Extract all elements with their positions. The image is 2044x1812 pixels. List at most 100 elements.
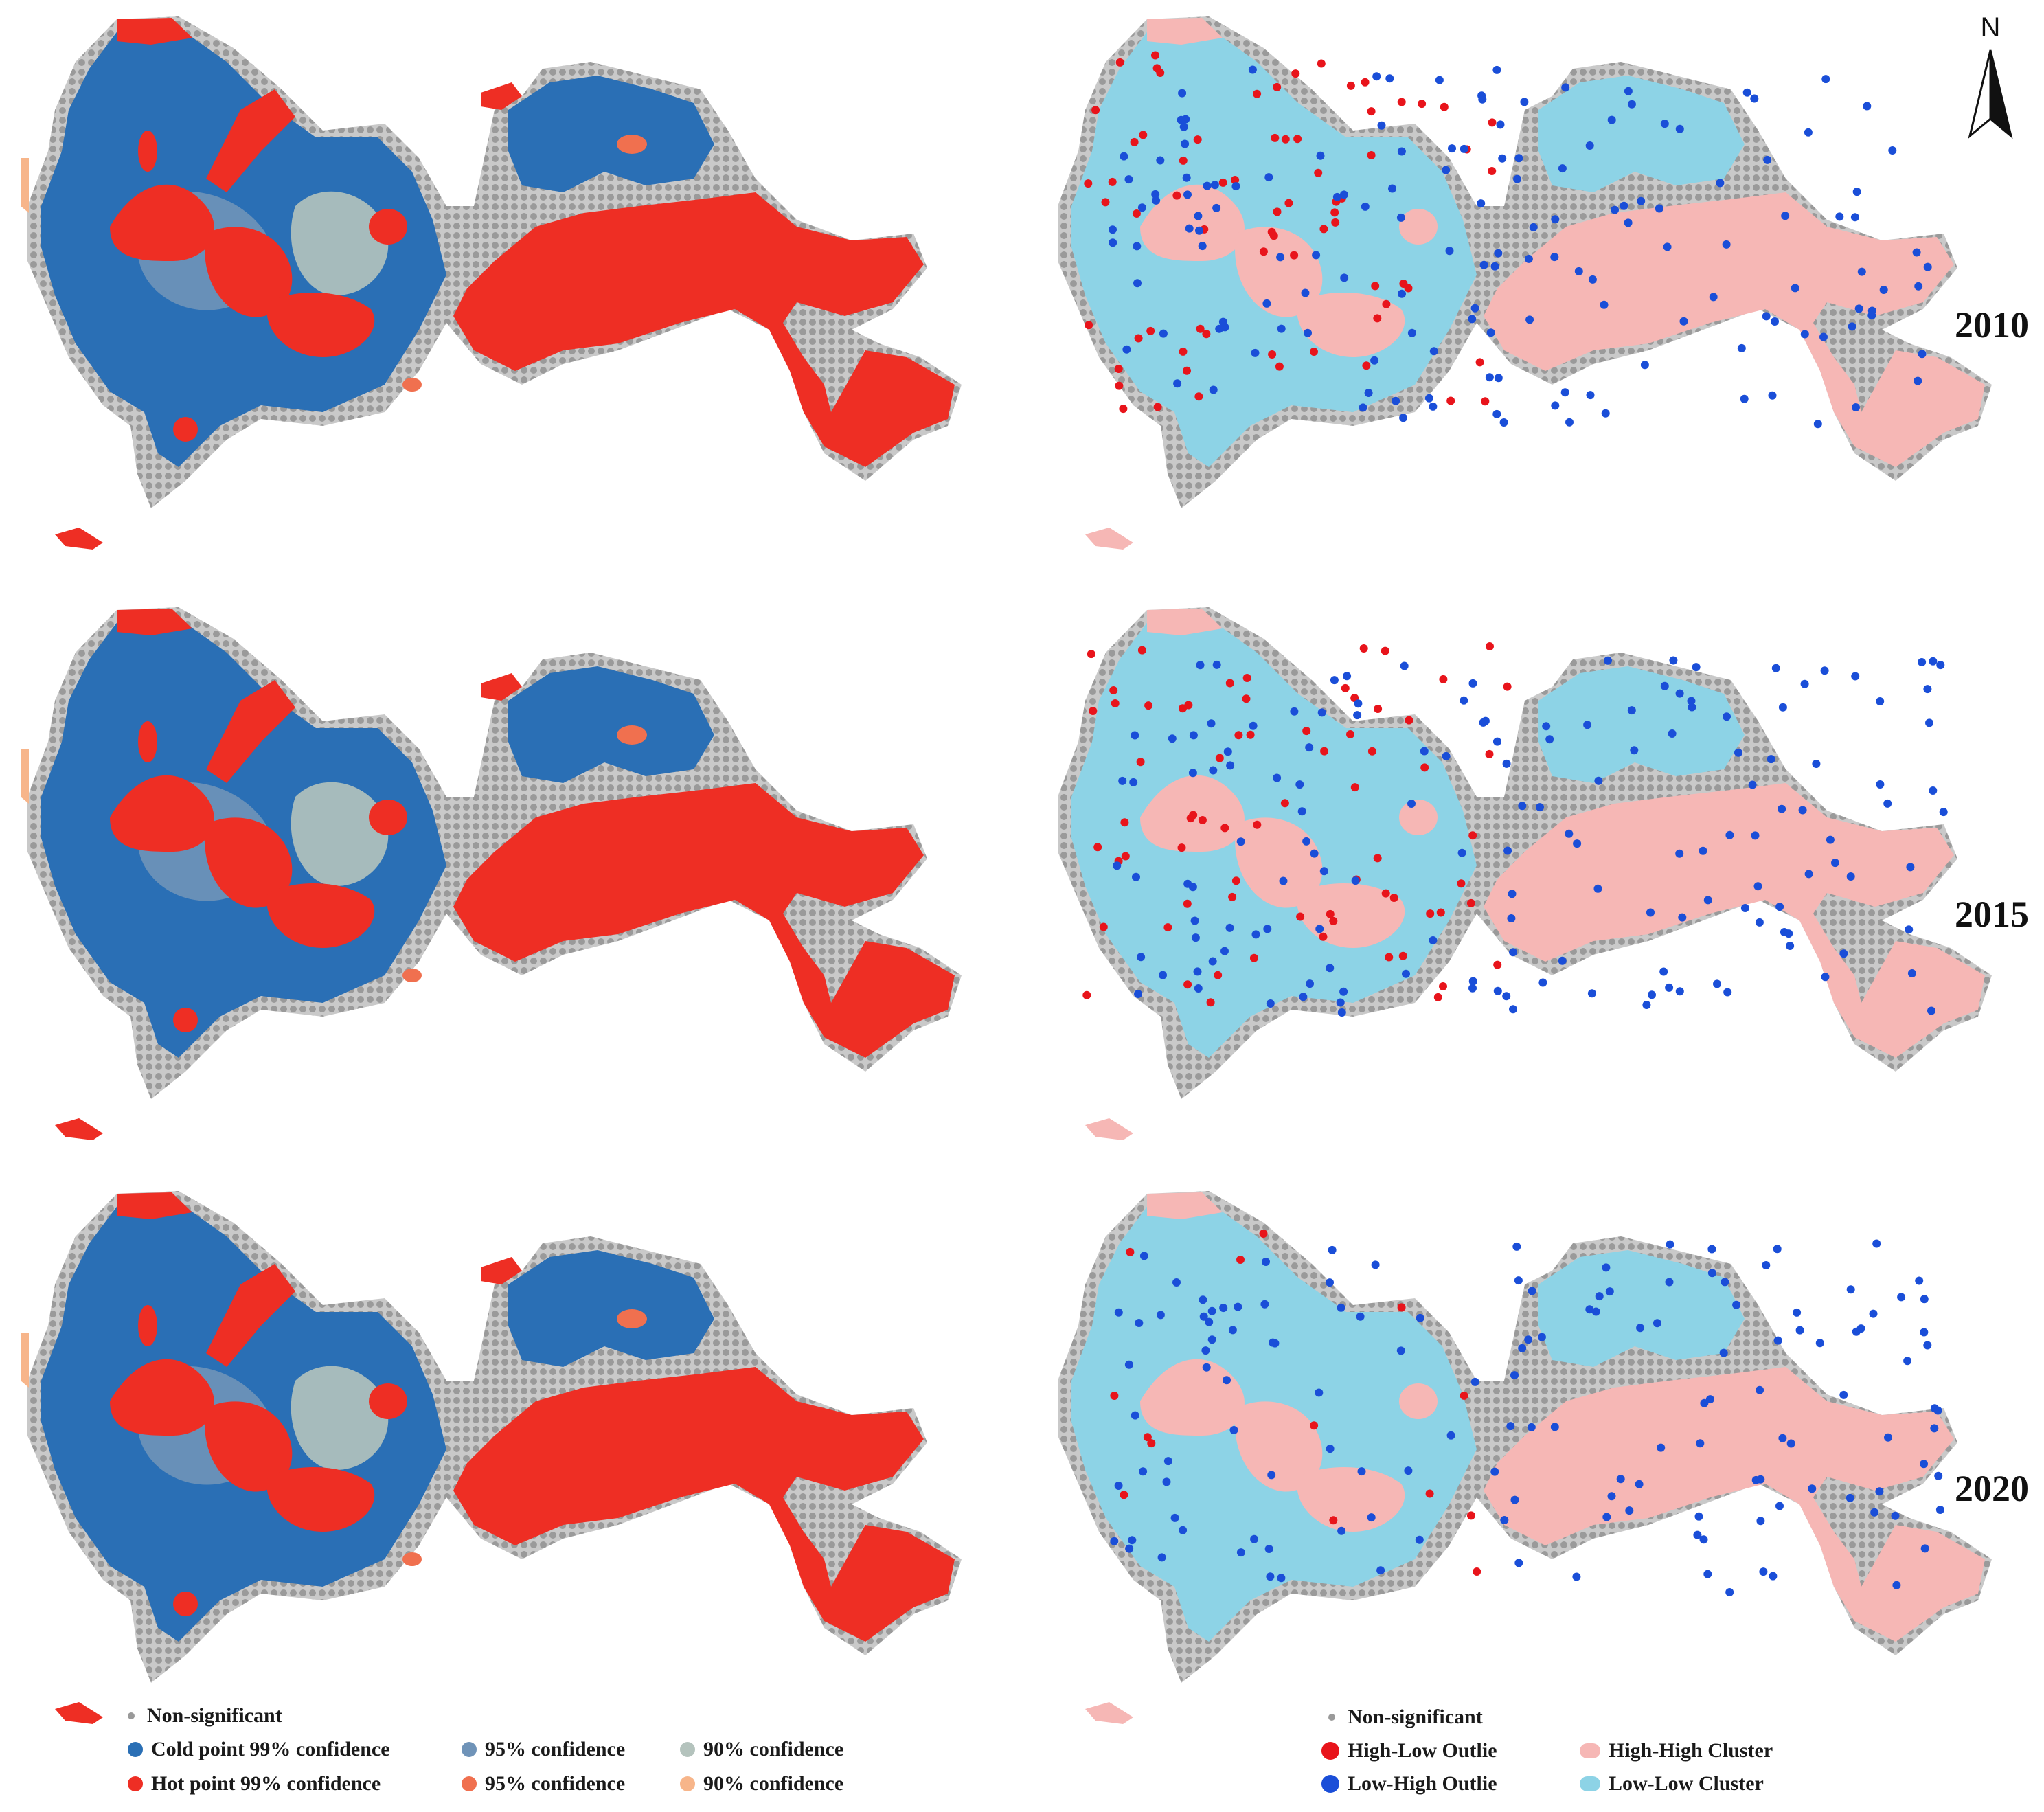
high-low-outlier-dot [1268, 350, 1277, 359]
hot-spot-region [138, 1305, 157, 1346]
low-high-outlier-dot [1678, 913, 1687, 922]
low-high-outlier-dot [1518, 1344, 1527, 1352]
low-high-outlier-dot [1660, 120, 1669, 128]
low-high-outlier-dot [1109, 225, 1117, 234]
low-high-outlier-dot [1920, 1295, 1929, 1304]
low-high-outlier-dot [1914, 376, 1922, 385]
high-low-outlier-dot [1236, 1256, 1245, 1264]
low-high-outlier-dot [1775, 1502, 1784, 1510]
legend-label: Low-High Outlie [1348, 1772, 1497, 1795]
low-high-outlier-dot [1460, 144, 1468, 153]
high-low-outlier-dot [1152, 64, 1161, 73]
high-low-outlier-dot [1397, 98, 1406, 106]
high-low-outlier-dot [1101, 198, 1110, 207]
high-low-outlier-dot [1291, 69, 1300, 78]
island-hot [55, 1118, 103, 1140]
low-high-outlier-dot [1196, 661, 1205, 670]
low-high-outlier-dot [1588, 275, 1597, 284]
low-high-outlier-dot [1912, 248, 1921, 257]
low-high-outlier-dot [1756, 1517, 1765, 1526]
high-low-outlier-dot [1253, 820, 1262, 829]
legend-item-hot-99: Hot point 99% confidence [128, 1772, 381, 1796]
high-low-outlier-dot [1119, 405, 1128, 414]
low-high-outlier-dot [1262, 1258, 1270, 1266]
high-low-outlier-dot [1371, 282, 1380, 291]
low-high-outlier-dot [1666, 1240, 1674, 1249]
low-high-outlier-dot [1305, 743, 1314, 752]
low-high-outlier-dot [1551, 215, 1560, 224]
low-high-outlier-dot [1118, 776, 1127, 785]
low-high-outlier-dot [1445, 247, 1454, 256]
low-high-outlier-dot [1812, 760, 1821, 768]
hot-spot-region [369, 800, 407, 835]
low-high-outlier-dot [1370, 356, 1379, 365]
low-high-outlier-dot [1602, 1513, 1611, 1521]
low-high-outlier-dot [1800, 679, 1809, 688]
hotspot-map-2015 [21, 607, 962, 1140]
low-high-outlier-dot [1778, 804, 1786, 813]
low-high-outlier-dot [1725, 830, 1734, 839]
low-high-outlier-dot [1182, 173, 1191, 182]
low-high-outlier-dot [1907, 969, 1916, 977]
high-low-outlier-dot [1111, 699, 1120, 707]
low-high-outlier-dot [1460, 696, 1468, 705]
low-high-outlier-dot [1572, 1572, 1581, 1581]
low-high-outlier-dot [1846, 1493, 1854, 1502]
low-high-outlier-dot [1225, 923, 1234, 932]
island-hot [55, 528, 103, 550]
low-high-outlier-dot [1653, 1319, 1661, 1328]
high-low-outlier-dot [1130, 137, 1139, 146]
low-high-outlier-dot [1778, 1434, 1787, 1442]
low-high-outlier-dot [1934, 1471, 1943, 1480]
legend-item-non-significant: Non-significant [124, 1704, 282, 1728]
lisa-map-2010 [1058, 16, 1992, 550]
low-high-outlier-dot [1692, 663, 1701, 672]
high-low-outlier-dot [1253, 89, 1262, 98]
high-low-outlier-dot [1231, 176, 1240, 184]
low-high-outlier-dot [1207, 719, 1216, 728]
low-high-outlier-dot [1755, 918, 1764, 927]
hot-spot-region [266, 883, 375, 948]
high-high-region [1484, 783, 1985, 1058]
low-high-outlier-dot [1330, 676, 1339, 685]
low-high-outlier-dot [1353, 711, 1362, 720]
low-high-outlier-dot [1550, 1423, 1559, 1431]
low-high-outlier-dot [1696, 1439, 1705, 1448]
low-high-outlier-dot [1513, 174, 1522, 183]
low-high-outlier-dot [1607, 115, 1616, 124]
legend-swatch-hot-99 [128, 1776, 143, 1791]
high-low-outlier-dot [1425, 1489, 1434, 1498]
low-high-outlier-dot [1593, 884, 1602, 893]
cold-90-region [291, 782, 389, 886]
hot-spot-region [173, 417, 198, 442]
low-high-outlier-dot [1188, 769, 1197, 778]
low-high-outlier-dot [1183, 190, 1192, 199]
low-high-outlier-dot [1407, 328, 1416, 337]
low-high-outlier-dot [1798, 806, 1807, 815]
low-high-outlier-dot [1611, 205, 1619, 214]
low-high-outlier-dot [1703, 896, 1712, 905]
hot-spot-region [453, 1367, 955, 1642]
low-high-outlier-dot [1657, 1443, 1666, 1452]
high-high-region [1235, 227, 1323, 317]
low-high-outlier-dot [1773, 1245, 1782, 1254]
low-high-outlier-dot [1295, 780, 1304, 789]
legend-swatch-hot-90 [680, 1776, 695, 1791]
low-high-outlier-dot [1279, 876, 1288, 885]
high-low-outlier-dot [1350, 783, 1359, 792]
low-high-outlier-dot [1879, 286, 1888, 294]
low-high-outlier-dot [1595, 1292, 1604, 1301]
low-high-outlier-dot [1675, 849, 1684, 858]
low-high-outlier-dot [1607, 1492, 1616, 1501]
hot-90-region [21, 158, 29, 213]
hot-spot-region [369, 1383, 407, 1419]
year-label-2015: 2015 [1955, 894, 2029, 935]
low-high-outlier-dot [1468, 315, 1477, 324]
hot-spot-region [138, 131, 157, 172]
low-high-outlier-dot [1429, 347, 1438, 356]
low-high-outlier-dot [1551, 401, 1560, 410]
high-low-outlier-dot [1475, 358, 1484, 367]
low-high-outlier-dot [1558, 956, 1567, 965]
low-high-outlier-dot [1876, 780, 1885, 789]
high-low-outlier-dot [1473, 1567, 1481, 1576]
